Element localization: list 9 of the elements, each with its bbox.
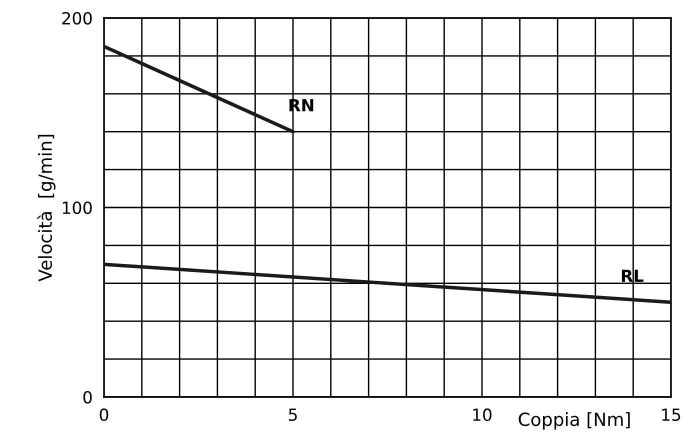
y-tick-label: 100 <box>62 201 92 214</box>
y-tick-label: 200 <box>62 12 92 25</box>
x-tick-label: 5 <box>288 408 297 422</box>
x-tick-label: 10 <box>473 408 492 422</box>
x-axis-title: Coppia [Nm] <box>518 412 630 430</box>
x-tick-label: 15 <box>662 408 680 422</box>
y-tick-label: 0 <box>83 390 92 404</box>
x-tick-label: 0 <box>100 408 108 422</box>
y-axis-title: Velocità [g/min] <box>37 134 56 282</box>
